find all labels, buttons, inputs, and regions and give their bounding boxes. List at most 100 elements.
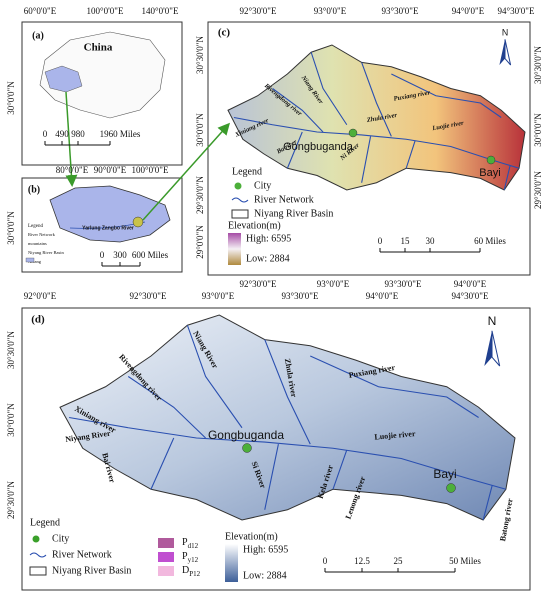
city-label: Bayi xyxy=(433,467,456,481)
river xyxy=(69,416,507,490)
index-label: Pd12 xyxy=(182,537,199,549)
lon-tick-label: 93°30'0"E xyxy=(282,291,319,301)
city-label: Gongbuganda xyxy=(208,428,284,442)
lon-tick-label: 94°0'0"E xyxy=(452,6,485,16)
xizang-inset xyxy=(44,65,83,93)
lat-tick-label: 29°30'0"N xyxy=(6,481,16,519)
legend-xizang-swatch xyxy=(25,257,35,263)
legend-item: mountains xyxy=(28,241,47,246)
lon-tick-label: 93°0'0"E xyxy=(314,6,347,16)
scale-label: 30 xyxy=(426,236,436,246)
lat-tick-label: 30°30'0"N xyxy=(195,36,205,74)
legend-item: Niyang River Basin xyxy=(52,565,131,576)
scale-label: 15 xyxy=(401,236,411,246)
lon-tick-label: 94°0'0"E xyxy=(454,279,487,289)
north-arrow xyxy=(484,330,492,366)
basin xyxy=(227,44,526,191)
lon-tick-label: 93°0'0"E xyxy=(317,279,350,289)
river xyxy=(150,437,175,490)
index-swatch xyxy=(158,552,174,562)
lon-tick-label: 92°0'0"E xyxy=(24,291,57,301)
river xyxy=(264,444,279,510)
index-swatch xyxy=(158,566,174,576)
lon-tick-label: 92°30'0"E xyxy=(240,279,277,289)
elevation-title: Elevation(m) xyxy=(228,220,281,231)
lon-tick-label: 92°30'0"E xyxy=(240,6,277,16)
city-marker xyxy=(486,155,496,165)
china-outline xyxy=(39,31,166,119)
river-label: Luojie river xyxy=(374,429,416,442)
legend-title: Legend xyxy=(232,166,262,177)
index-base: P xyxy=(182,551,188,562)
legend-item: River Network xyxy=(254,194,314,205)
legend-item: Xizang xyxy=(28,259,42,264)
legend-item: River Network xyxy=(52,549,112,560)
north-arrow xyxy=(499,39,505,65)
panel-label: (a) xyxy=(32,30,44,41)
scale-label: 980 xyxy=(71,129,85,139)
lon-tick-label: 94°0'0"E xyxy=(366,291,399,301)
river xyxy=(332,450,348,490)
city-label: Gongbuganda xyxy=(283,141,354,153)
north-arrow xyxy=(504,39,512,66)
legend-item: River Network xyxy=(28,232,56,237)
panel-label: (c) xyxy=(218,27,231,39)
lon-tick-label: 90°0'0"E xyxy=(94,165,127,175)
scale-label: 12.5 xyxy=(354,556,370,566)
elevation-low: Low: 2884 xyxy=(246,253,290,264)
scale-label: 1960 Miles xyxy=(100,129,141,139)
lon-tick-label: 93°0'0"E xyxy=(202,291,235,301)
river xyxy=(482,485,493,521)
city-label: Bayi xyxy=(479,167,500,179)
legend-city-symbol xyxy=(234,182,242,190)
elevation-bar xyxy=(225,544,238,582)
legend-item: City xyxy=(254,180,271,191)
elevation-title: Elevation(m) xyxy=(225,531,278,542)
elevation-high: High: 6595 xyxy=(243,544,288,555)
scale-label: 490 xyxy=(55,129,69,139)
panel-label: (d) xyxy=(31,314,45,326)
lat-tick-label: 30°0'0"N xyxy=(6,81,16,115)
elevation-low: Low: 2884 xyxy=(243,570,287,581)
lat-tick-label: 30°30'0"N xyxy=(533,46,543,84)
scale-label: 0 xyxy=(100,250,105,260)
city-marker xyxy=(446,483,456,493)
index-label: Py12 xyxy=(182,551,199,563)
north-label: N xyxy=(488,314,497,328)
scale-label: 600 Miles xyxy=(132,250,169,260)
lon-tick-label: 60°0'0"E xyxy=(24,6,57,16)
index-base: D xyxy=(182,565,189,576)
lat-tick-label: 30°0'0"N xyxy=(6,403,16,437)
basin-location xyxy=(132,216,144,228)
scale-label: 25 xyxy=(394,556,404,566)
lon-tick-label: 140°0'0"E xyxy=(142,6,179,16)
index-sub: d12 xyxy=(188,542,199,550)
lat-tick-label: 30°30'0"N xyxy=(6,331,16,369)
lat-tick-label: 30°0'0"N xyxy=(195,113,205,147)
elevation-high: High: 6595 xyxy=(246,233,291,244)
lon-tick-label: 80°0'0"E xyxy=(56,165,89,175)
river xyxy=(127,376,206,439)
lon-tick-label: 92°30'0"E xyxy=(130,291,167,301)
basin xyxy=(59,314,516,521)
river xyxy=(361,62,392,137)
index-swatch xyxy=(158,538,174,548)
river-label: Yarlung Zangbo River xyxy=(82,225,134,231)
lon-tick-label: 100°0'0"E xyxy=(87,6,124,16)
scale-label: 300 xyxy=(113,250,127,260)
legend-basin-symbol xyxy=(231,209,249,219)
river xyxy=(391,73,502,118)
legend-river-symbol xyxy=(231,197,249,203)
index-base: P xyxy=(182,537,188,548)
lat-tick-label: 30°0'0"N xyxy=(6,211,16,245)
river xyxy=(264,339,311,445)
river xyxy=(503,165,511,191)
elevation-bar xyxy=(228,233,241,265)
legend-basin-symbol xyxy=(29,566,47,576)
lat-tick-label: 29°30'0"N xyxy=(195,176,205,214)
arrow xyxy=(65,91,78,187)
lon-tick-label: 100°0'0"E xyxy=(132,165,169,175)
lon-tick-label: 93°30'0"E xyxy=(382,6,419,16)
city-marker xyxy=(242,443,252,453)
